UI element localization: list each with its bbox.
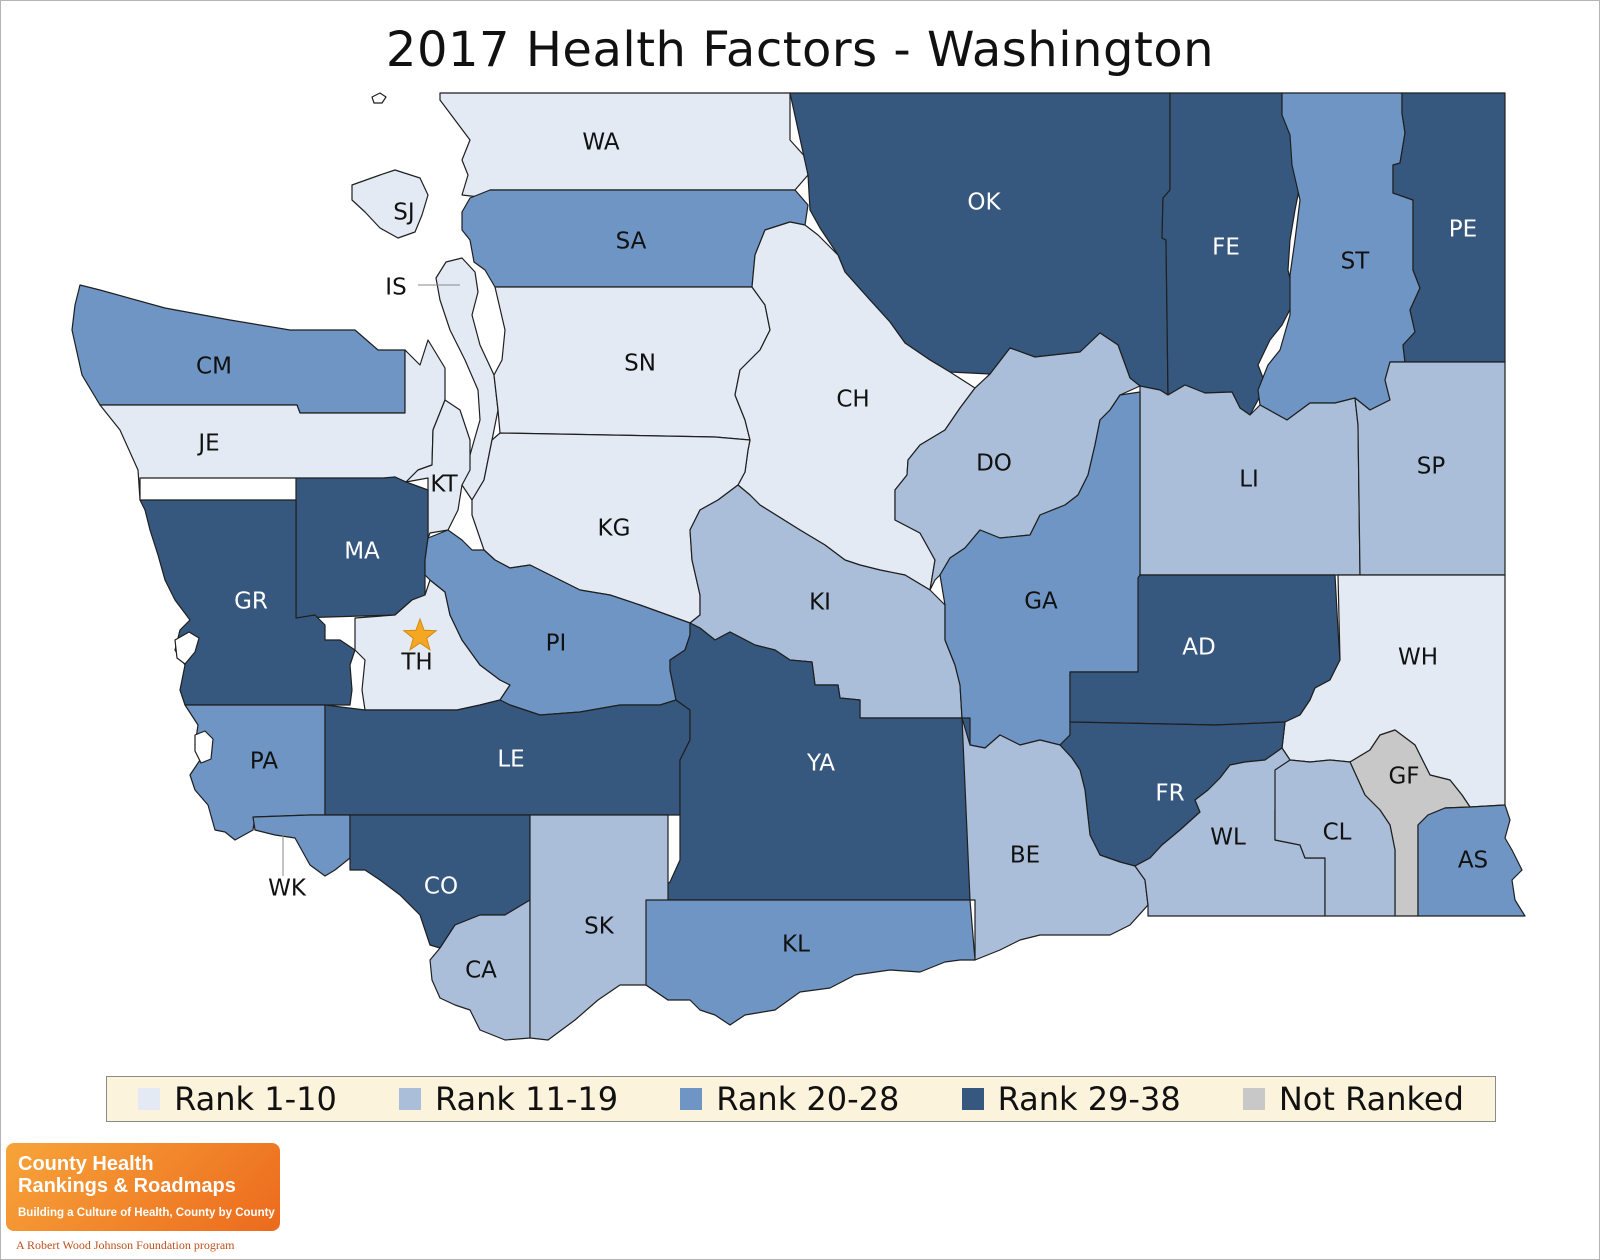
legend-item: Rank 29-38	[961, 1080, 1181, 1118]
county-label-ma: MA	[344, 539, 380, 565]
county-kl	[645, 899, 976, 1026]
county-label-co: CO	[424, 874, 458, 900]
county-label-wh: WH	[1398, 645, 1438, 671]
logo-line2: Rankings & Roadmaps	[18, 1175, 236, 1197]
county-as	[1417, 804, 1526, 917]
county-label-le: LE	[497, 747, 524, 773]
county-sj	[351, 169, 429, 239]
county-cm	[71, 284, 406, 414]
county-label-be: BE	[1010, 843, 1040, 869]
island-small-1	[371, 92, 387, 104]
county-label-ya: YA	[806, 751, 835, 777]
chrr-logo: County Health Rankings & Roadmaps Buildin…	[6, 1143, 280, 1231]
county-label-th: TH	[400, 650, 432, 676]
county-label-gf: GF	[1388, 764, 1419, 790]
county-label-ch: CH	[836, 387, 869, 413]
county-label-pa: PA	[250, 749, 278, 775]
logo-line1: County Health	[18, 1153, 154, 1175]
county-sp	[1354, 361, 1506, 576]
state-capital-star-icon	[402, 617, 438, 651]
county-label-sk: SK	[584, 914, 615, 940]
legend-swatch	[961, 1088, 984, 1110]
county-label-ga: GA	[1024, 589, 1058, 615]
legend-swatch	[1242, 1088, 1265, 1110]
county-label-ki: KI	[809, 590, 831, 616]
county-label-sj: SJ	[393, 200, 414, 226]
county-be	[961, 717, 1149, 961]
legend-swatch	[680, 1088, 703, 1110]
legend: Rank 1-10 Rank 11-19 Rank 20-28 Rank 29-38 N…	[106, 1076, 1496, 1122]
legend-label: Not Ranked	[1278, 1080, 1464, 1118]
county-label-sn: SN	[624, 351, 656, 377]
logo-program: A Robert Wood Johnson Foundation program	[16, 1238, 235, 1252]
legend-label: Rank 1-10	[174, 1080, 337, 1118]
county-label-gr: GR	[234, 589, 268, 615]
legend-label: Rank 29-38	[997, 1080, 1181, 1118]
county-label-sa: SA	[616, 229, 647, 255]
county-cl	[1274, 759, 1396, 917]
county-label-ad: AD	[1182, 635, 1215, 661]
county-label-cl: CL	[1323, 820, 1352, 846]
legend-item: Rank 1-10	[138, 1080, 337, 1118]
county-wk	[252, 814, 351, 877]
county-label-kt: KT	[430, 472, 458, 498]
grays-harbor-bay	[174, 631, 200, 665]
county-label-fe: FE	[1212, 235, 1240, 261]
county-label-is: IS	[385, 275, 406, 301]
legend-item: Rank 20-28	[680, 1080, 899, 1118]
county-label-pi: PI	[546, 631, 567, 657]
county-kt	[405, 399, 471, 539]
county-label-st: ST	[1341, 249, 1371, 275]
county-label-do: DO	[976, 451, 1012, 477]
county-label-as: AS	[1458, 848, 1488, 874]
county-label-li: LI	[1239, 467, 1259, 493]
logo-tagline: Building a Culture of Health, County by …	[18, 1207, 275, 1219]
legend-label: Rank 11-19	[435, 1080, 619, 1118]
county-ya	[645, 622, 971, 901]
county-label-kg: KG	[598, 516, 631, 542]
county-wa	[439, 92, 809, 199]
legend-item: Rank 11-19	[399, 1080, 618, 1118]
county-label-ok: OK	[967, 190, 1001, 216]
county-label-je: JE	[196, 431, 219, 457]
county-label-fr: FR	[1155, 781, 1184, 807]
willapa-bay	[194, 730, 214, 764]
county-label-ca: CA	[465, 958, 497, 984]
legend-label: Rank 20-28	[716, 1080, 900, 1118]
county-label-sp: SP	[1417, 454, 1446, 480]
county-label-wk: WK	[268, 876, 307, 902]
legend-swatch	[138, 1088, 161, 1110]
county-label-cm: CM	[196, 354, 232, 380]
legend-item: Not Ranked	[1242, 1080, 1464, 1118]
county-label-wl: WL	[1210, 825, 1246, 851]
legend-swatch	[399, 1088, 421, 1110]
county-label-wa: WA	[582, 130, 619, 156]
county-ca	[429, 899, 531, 1041]
county-label-kl: KL	[782, 932, 810, 958]
county-label-pe: PE	[1449, 217, 1477, 243]
map-title: 2017 Health Factors - Washington	[385, 22, 1215, 78]
